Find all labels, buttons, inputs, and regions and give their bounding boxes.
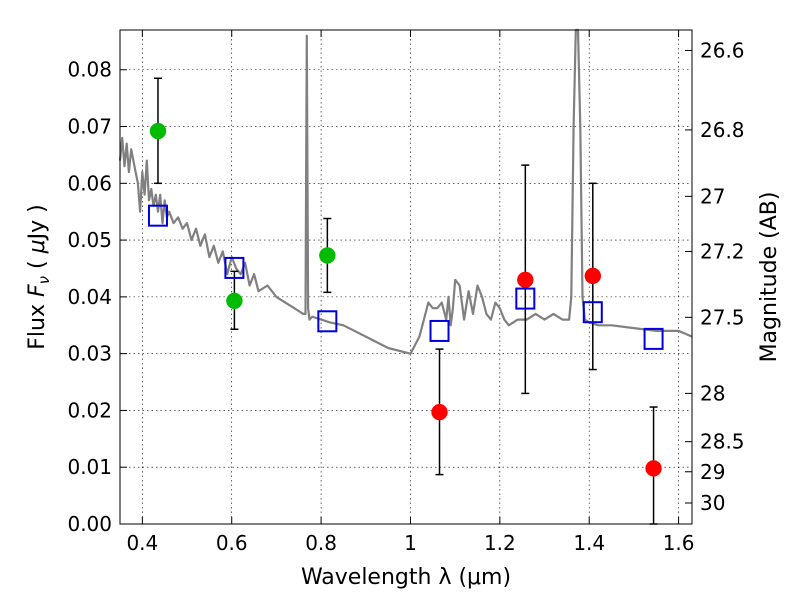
y-tick-label: 0.07 bbox=[67, 115, 112, 139]
y-axis-label-mu: μ bbox=[25, 239, 50, 254]
model-square-marker bbox=[515, 287, 536, 310]
y-tick-label: 0.08 bbox=[67, 58, 112, 82]
data-point-observed-green bbox=[226, 292, 243, 310]
x-tick-label: 0.4 bbox=[126, 531, 158, 555]
y2-tick-label: 28.5 bbox=[700, 430, 745, 454]
y-tick-label: 0.02 bbox=[67, 398, 112, 422]
y-axis-label-var: F bbox=[25, 284, 50, 297]
y-axis-label-unit: Jy ) bbox=[25, 204, 50, 241]
y2-tick-label: 27.2 bbox=[700, 239, 745, 263]
model-square-marker bbox=[582, 301, 603, 324]
model-square-marker bbox=[429, 319, 450, 342]
model-square-marker bbox=[224, 256, 245, 279]
data-point-observed-red bbox=[645, 460, 662, 477]
plot-frame bbox=[119, 29, 693, 525]
y-tick-label: 0.03 bbox=[67, 342, 112, 366]
data-point-observed-green bbox=[319, 247, 336, 264]
y-tick-label: 0.00 bbox=[67, 512, 112, 536]
y-axis-label: Flux Fν ( μJy ) bbox=[25, 204, 53, 349]
data-point-observed-red bbox=[431, 403, 448, 421]
y2-tick-label: 27.5 bbox=[700, 305, 745, 329]
spectrum-layer bbox=[118, 28, 693, 355]
data-point-observed-green bbox=[149, 122, 167, 140]
x-tick-label: 1.6 bbox=[663, 531, 695, 555]
model-square-marker bbox=[643, 327, 664, 350]
y-tick-label: 0.04 bbox=[67, 285, 112, 309]
y2-tick-label: 30 bbox=[700, 491, 725, 515]
y-tick-label: 0.06 bbox=[67, 171, 112, 195]
y2-tick-label: 29 bbox=[700, 460, 725, 484]
y2-tick-label: 28 bbox=[700, 381, 725, 405]
spectrum-line bbox=[118, 28, 693, 355]
y-axis-label-post: ( bbox=[25, 253, 50, 276]
x-tick-label: 1.2 bbox=[484, 531, 516, 555]
y-axis-label-pre: Flux bbox=[25, 297, 50, 350]
y-tick-label: 0.01 bbox=[67, 455, 112, 479]
y2-tick-label: 26.6 bbox=[700, 38, 745, 62]
y2-tick-label: 26.8 bbox=[700, 118, 745, 142]
y-tick-label: 0.05 bbox=[67, 228, 112, 252]
data-point-observed-red bbox=[584, 267, 602, 285]
y-axis-label-sub: ν bbox=[35, 276, 53, 284]
y2-tick-label: 27 bbox=[700, 184, 725, 208]
model-square-marker bbox=[317, 310, 338, 333]
model-square-marker bbox=[147, 204, 168, 227]
x-tick-label: 1 bbox=[404, 531, 417, 555]
x-axis-label: Wavelength λ (μm) bbox=[301, 565, 511, 590]
x-tick-label: 0.8 bbox=[305, 531, 337, 555]
x-tick-label: 0.6 bbox=[216, 531, 248, 555]
tick-layer: 0.4 0.6 0.8 1 1.2 1.4 1.6 0.00 0.01 0.02 0.03 0.04 0… bbox=[67, 30, 745, 555]
marker-layer bbox=[147, 77, 664, 525]
data-point-observed-red bbox=[517, 271, 534, 289]
y2-axis-label: Magnitude (AB) bbox=[757, 192, 782, 363]
x-tick-label: 1.4 bbox=[573, 531, 605, 555]
